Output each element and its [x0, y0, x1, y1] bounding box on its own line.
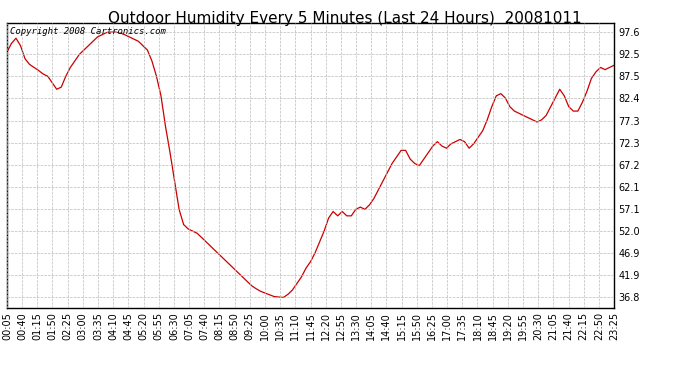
Text: Copyright 2008 Cartronics.com: Copyright 2008 Cartronics.com: [10, 27, 166, 36]
Text: Outdoor Humidity Every 5 Minutes (Last 24 Hours)  20081011: Outdoor Humidity Every 5 Minutes (Last 2…: [108, 11, 582, 26]
